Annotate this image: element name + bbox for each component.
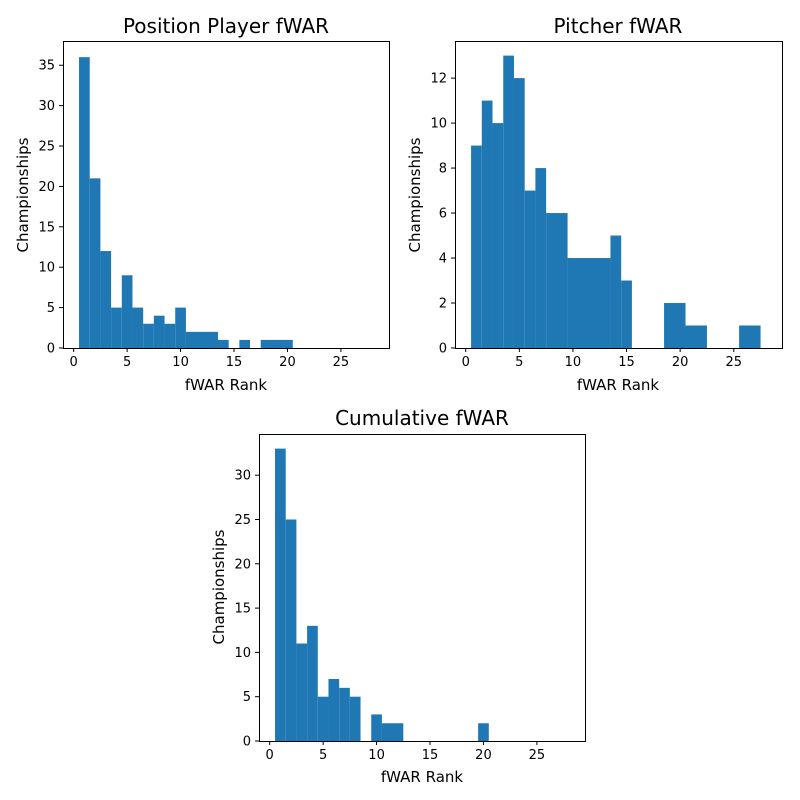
- y-tick-label: 5: [243, 690, 251, 705]
- x-tick-label: 20: [475, 748, 492, 763]
- x-tick-label: 25: [725, 355, 742, 370]
- histogram-bar: [328, 678, 340, 741]
- x-tick-label: 10: [368, 748, 385, 763]
- bars: [275, 448, 489, 741]
- histogram-bar: [503, 55, 514, 348]
- y-tick-label: 12: [430, 72, 447, 87]
- y-tick-label: 8: [439, 162, 447, 177]
- histogram-bar: [481, 100, 493, 348]
- histogram-bar: [546, 213, 568, 348]
- histogram-bar: [143, 323, 154, 348]
- chart-title: Position Player fWAR: [123, 14, 329, 38]
- histogram-bar: [371, 714, 382, 741]
- histogram-bar: [567, 258, 611, 348]
- histogram-bar: [275, 448, 286, 741]
- y-tick-label: 20: [38, 180, 55, 195]
- x-axis-label: fWAR Rank: [577, 376, 660, 394]
- x-tick-label: 0: [462, 355, 470, 370]
- y-axis-label: Championships: [406, 137, 424, 252]
- histogram-bar: [100, 251, 112, 348]
- histogram-bar: [260, 339, 293, 348]
- histogram-bar: [307, 625, 318, 741]
- y-tick-label: 0: [47, 342, 55, 357]
- histogram-bar: [478, 723, 489, 741]
- bars: [471, 55, 761, 348]
- y-tick-label: 15: [234, 602, 251, 617]
- x-axis-label: fWAR Rank: [185, 376, 268, 394]
- x-tick-label: 5: [319, 748, 327, 763]
- y-tick-label: 0: [439, 342, 447, 357]
- y-tick-label: 30: [38, 99, 55, 114]
- histogram-bar: [610, 235, 622, 348]
- plot-frame: [259, 434, 586, 742]
- cumulative-chart: Cumulative fWAR fWAR Rank Championships …: [210, 406, 586, 786]
- x-tick-label: 10: [172, 355, 189, 370]
- y-tick-label: 20: [234, 557, 251, 572]
- x-tick-label: 25: [333, 355, 350, 370]
- histogram-bar: [535, 168, 547, 348]
- histogram-bar: [621, 280, 632, 348]
- histogram-bar: [153, 315, 165, 348]
- pitcher-chart: Pitcher fWAR fWAR Rank Championships 0 5 1…: [406, 14, 783, 394]
- histogram-bar: [317, 696, 329, 741]
- x-tick-label: 20: [279, 355, 296, 370]
- x-tick-label: 0: [70, 355, 78, 370]
- y-tick-label: 6: [439, 207, 447, 222]
- plot-frame: [63, 41, 390, 349]
- y-axis-label: Championships: [210, 529, 228, 644]
- x-tick-label: 10: [565, 355, 582, 370]
- histogram-bar: [296, 643, 308, 741]
- histogram-bar: [513, 78, 525, 348]
- x-tick-label: 20: [672, 355, 689, 370]
- chart-title: Pitcher fWAR: [554, 14, 683, 38]
- histogram-bar: [685, 325, 707, 348]
- histogram-bar: [175, 307, 186, 348]
- histogram-bar: [285, 519, 297, 741]
- histogram-bar: [492, 123, 504, 348]
- bars: [79, 57, 293, 348]
- x-tick-label: 15: [226, 355, 243, 370]
- histogram-bar: [739, 325, 761, 348]
- y-tick-label: 35: [38, 59, 55, 74]
- y-tick-label: 4: [439, 252, 447, 267]
- histogram-bar: [524, 190, 536, 348]
- histogram-bar: [164, 323, 176, 348]
- x-axis-label: fWAR Rank: [381, 768, 464, 786]
- y-tick-label: 10: [38, 261, 55, 276]
- histogram-bar: [79, 57, 90, 348]
- histogram-bar: [111, 307, 122, 348]
- histogram-bar: [471, 145, 482, 348]
- plot-frame: [455, 41, 783, 349]
- x-tick-label: 15: [618, 355, 635, 370]
- histogram-bar: [339, 687, 350, 741]
- y-tick-label: 25: [234, 513, 251, 528]
- chart-title: Cumulative fWAR: [335, 406, 509, 430]
- y-tick-label: 10: [430, 117, 447, 132]
- histogram-bar: [185, 331, 218, 348]
- x-tick-label: 25: [529, 748, 546, 763]
- y-tick-label: 25: [38, 140, 55, 155]
- histogram-bar: [349, 696, 361, 741]
- y-tick-label: 2: [439, 297, 447, 312]
- x-tick-label: 15: [422, 748, 439, 763]
- histogram-bar: [121, 275, 133, 348]
- x-tick-label: 5: [123, 355, 131, 370]
- y-tick-label: 0: [243, 735, 251, 750]
- histogram-bar: [239, 339, 251, 348]
- x-tick-label: 5: [515, 355, 523, 370]
- histogram-bar: [89, 178, 101, 348]
- x-tick-label: 0: [266, 748, 274, 763]
- histogram-bar: [381, 723, 404, 741]
- y-axis-label: Championships: [14, 137, 32, 252]
- histogram-bar: [664, 303, 686, 348]
- histogram-bar: [132, 307, 144, 348]
- y-tick-label: 15: [38, 220, 55, 235]
- position-player-chart: Position Player fWAR fWAR Rank Champions…: [14, 14, 390, 394]
- y-tick-label: 30: [234, 469, 251, 484]
- y-tick-label: 5: [47, 301, 55, 316]
- y-tick-label: 10: [234, 646, 251, 661]
- histogram-bar: [217, 339, 229, 348]
